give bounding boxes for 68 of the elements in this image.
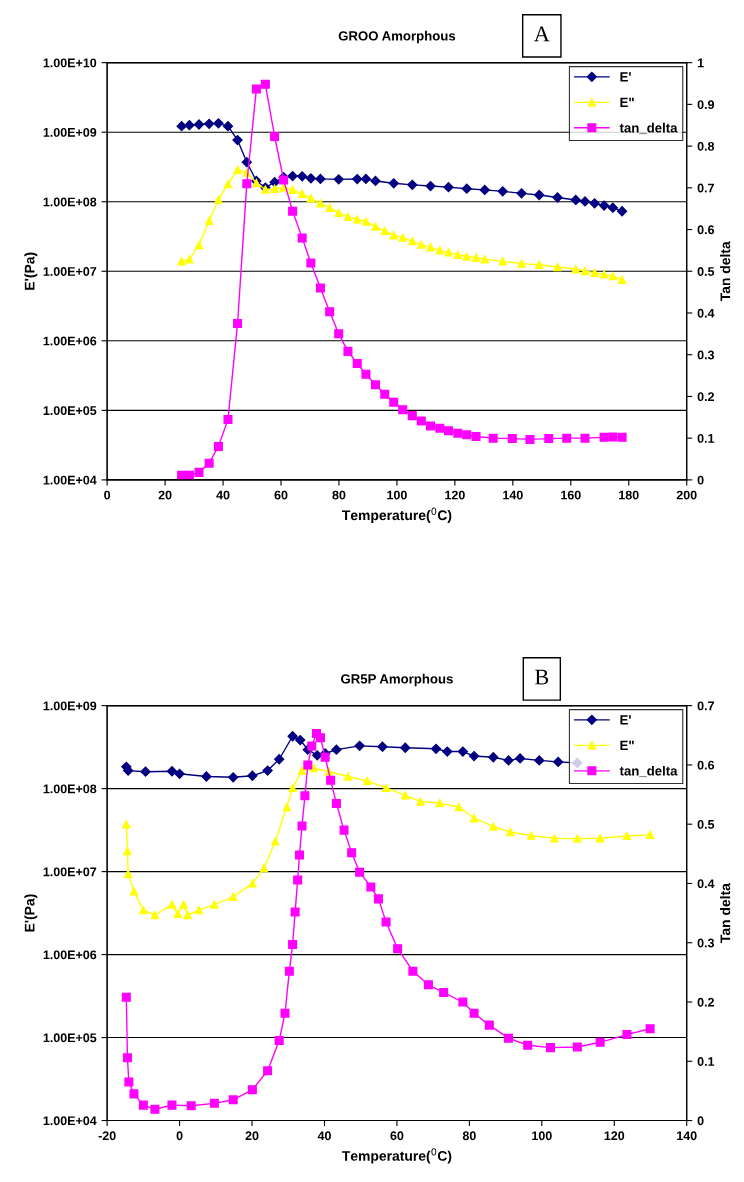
y-tick-label: 1.00E+06 xyxy=(43,336,97,346)
chart-title: GR5P Amorphous xyxy=(341,673,453,687)
y2-tick-label: 1 xyxy=(697,58,704,68)
x-tick-label: 60 xyxy=(390,1131,404,1141)
x-tick-label: 0 xyxy=(104,490,111,500)
y2-axis-title: Tan delta xyxy=(720,883,731,943)
legend-label: E' xyxy=(620,715,631,725)
x-axis-title: Temperature($^{0}$C) xyxy=(342,507,452,523)
chart-title: GROO Amorphous xyxy=(338,30,456,44)
y2-tick-label: 0.3 xyxy=(697,350,715,360)
x-tick-label: 20 xyxy=(158,490,172,500)
y2-tick-label: 0.1 xyxy=(697,433,715,443)
x-tick-label: 100 xyxy=(387,490,407,500)
y2-tick-label: 0.4 xyxy=(697,308,715,318)
y2-tick-label: 0.4 xyxy=(697,879,715,889)
x-tick-label: 80 xyxy=(462,1131,476,1141)
y2-tick-label: 0.6 xyxy=(697,225,715,235)
legend-label: E" xyxy=(620,97,634,107)
x-tick-label: 80 xyxy=(332,490,346,500)
y-tick-label: 1.00E+08 xyxy=(43,197,97,207)
y-tick-label: 1.00E+05 xyxy=(43,406,97,415)
x-tick-label: 120 xyxy=(604,1131,625,1141)
x-tick-label: 120 xyxy=(445,490,465,500)
y-tick-label: 1.00E+09 xyxy=(43,127,97,137)
y2-tick-label: 0.1 xyxy=(697,1057,715,1066)
x-tick-label: 40 xyxy=(317,1131,331,1141)
x-axis-title: Temperature($^{0}$C) xyxy=(342,1148,452,1164)
x-tick-label: 0 xyxy=(176,1131,183,1141)
text: B xyxy=(535,669,549,685)
y-tick-label: 1.00E+05 xyxy=(43,1033,97,1043)
x-tick-label: 140 xyxy=(503,490,523,500)
x-tick-label: -20 xyxy=(98,1131,116,1141)
y2-tick-label: 0.6 xyxy=(697,760,715,770)
x-tick-label: 160 xyxy=(561,490,581,500)
y-tick-label: 1.00E+09 xyxy=(43,701,97,711)
legend-label: E" xyxy=(620,740,634,750)
y2-tick-label: 0.7 xyxy=(697,701,714,711)
x-tick-label: 100 xyxy=(532,1131,552,1141)
y2-tick-label: 0.2 xyxy=(697,392,714,402)
y-tick-label: 1.00E+04 xyxy=(43,1116,97,1126)
y2-tick-label: 0 xyxy=(697,1116,704,1126)
legend-label: tan_delta xyxy=(619,765,678,778)
y2-axis-title: Tan delta xyxy=(720,241,731,302)
legend-label: E' xyxy=(620,72,631,82)
x-tick-label: 20 xyxy=(245,1131,259,1141)
y-tick-label: 1.00E+08 xyxy=(43,784,97,794)
y2-tick-label: 0.5 xyxy=(697,819,715,829)
y-tick-label: 1.00E+07 xyxy=(43,867,97,877)
x-tick-label: 40 xyxy=(216,490,230,500)
y-tick-label: 1.00E+07 xyxy=(43,267,97,276)
y2-tick-label: 0.3 xyxy=(697,938,715,948)
y2-tick-label: 0 xyxy=(697,475,704,485)
x-tick-label: 140 xyxy=(677,1131,697,1141)
y-tick-label: 1.00E+10 xyxy=(43,58,97,68)
y2-tick-label: 0.8 xyxy=(697,141,715,151)
x-tick-label: 180 xyxy=(619,490,639,500)
y-tick-label: 1.00E+06 xyxy=(43,950,97,960)
y-axis-title: E'(Pa) xyxy=(24,252,38,290)
y-axis-title: E'(Pa) xyxy=(24,894,38,932)
y2-tick-label: 0.7 xyxy=(697,183,714,193)
y2-tick-label: 0.9 xyxy=(697,100,715,110)
legend-label: tan_delta xyxy=(619,122,678,135)
y2-tick-label: 0.2 xyxy=(697,997,714,1007)
x-tick-label: 60 xyxy=(274,490,288,500)
x-tick-label: 200 xyxy=(676,490,697,500)
text: A xyxy=(534,26,550,42)
y2-tick-label: 0.5 xyxy=(697,267,715,276)
y-tick-label: 1.00E+04 xyxy=(43,475,97,485)
